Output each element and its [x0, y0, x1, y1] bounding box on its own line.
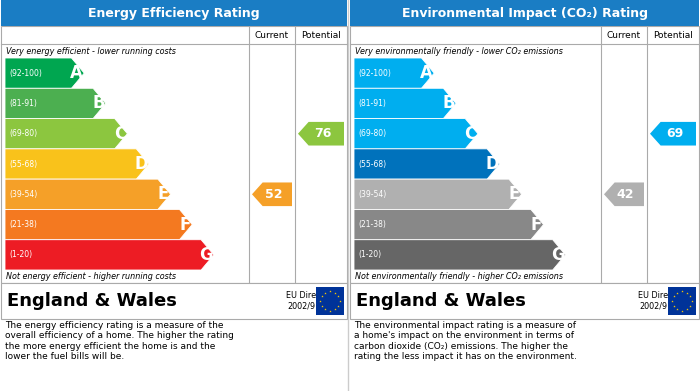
Polygon shape: [354, 118, 478, 149]
Text: (1-20): (1-20): [9, 250, 32, 259]
Text: EU Directive
2002/91/EC: EU Directive 2002/91/EC: [638, 291, 688, 311]
Text: (92-100): (92-100): [358, 69, 391, 78]
Text: (39-54): (39-54): [9, 190, 37, 199]
Text: Very energy efficient - lower running costs: Very energy efficient - lower running co…: [6, 47, 176, 56]
Text: 52: 52: [265, 188, 282, 201]
Text: Potential: Potential: [653, 30, 693, 39]
Text: Very environmentally friendly - lower CO₂ emissions: Very environmentally friendly - lower CO…: [355, 47, 563, 56]
Text: EU Directive
2002/91/EC: EU Directive 2002/91/EC: [286, 291, 336, 311]
Polygon shape: [650, 122, 696, 145]
Text: (55-68): (55-68): [9, 160, 37, 169]
Text: B: B: [92, 95, 105, 113]
Bar: [316, 287, 344, 315]
Text: Current: Current: [255, 30, 289, 39]
Polygon shape: [354, 58, 434, 88]
Polygon shape: [5, 240, 214, 270]
Polygon shape: [252, 183, 292, 206]
Text: Environmental Impact (CO₂) Rating: Environmental Impact (CO₂) Rating: [402, 7, 648, 20]
Polygon shape: [354, 88, 456, 118]
Text: A: A: [71, 64, 83, 82]
Text: (21-38): (21-38): [358, 220, 386, 229]
Polygon shape: [354, 240, 566, 270]
Text: D: D: [135, 155, 148, 173]
Polygon shape: [5, 210, 193, 240]
Bar: [668, 287, 696, 315]
Polygon shape: [354, 210, 543, 240]
Text: G: G: [551, 246, 565, 264]
Text: E: E: [509, 185, 520, 203]
Text: (55-68): (55-68): [358, 160, 386, 169]
Text: Not energy efficient - higher running costs: Not energy efficient - higher running co…: [6, 272, 176, 281]
Text: The environmental impact rating is a measure of
a home's impact on the environme: The environmental impact rating is a mea…: [354, 321, 577, 361]
Text: 76: 76: [314, 127, 331, 140]
Text: Not environmentally friendly - higher CO₂ emissions: Not environmentally friendly - higher CO…: [355, 272, 563, 281]
Text: Potential: Potential: [301, 30, 341, 39]
Bar: [350, 283, 699, 319]
Bar: [1, 0, 347, 26]
Text: (39-54): (39-54): [358, 190, 386, 199]
Bar: [350, 26, 699, 283]
Text: Energy Efficiency Rating: Energy Efficiency Rating: [88, 7, 260, 20]
Text: England & Wales: England & Wales: [356, 292, 526, 310]
Text: C: C: [114, 125, 126, 143]
Text: (69-80): (69-80): [9, 129, 37, 138]
Text: E: E: [158, 185, 169, 203]
Text: England & Wales: England & Wales: [7, 292, 177, 310]
Polygon shape: [354, 179, 522, 210]
Text: (69-80): (69-80): [358, 129, 386, 138]
Polygon shape: [354, 149, 500, 179]
Text: Current: Current: [607, 30, 641, 39]
Bar: [1, 283, 347, 319]
Polygon shape: [5, 88, 106, 118]
Text: F: F: [531, 215, 542, 233]
Text: (81-91): (81-91): [9, 99, 37, 108]
Text: (81-91): (81-91): [358, 99, 386, 108]
Text: 69: 69: [666, 127, 683, 140]
Bar: [350, 0, 699, 26]
Polygon shape: [5, 179, 171, 210]
Text: (92-100): (92-100): [9, 69, 42, 78]
Text: F: F: [179, 215, 190, 233]
Polygon shape: [298, 122, 344, 145]
Polygon shape: [5, 58, 84, 88]
Text: D: D: [486, 155, 499, 173]
Text: C: C: [464, 125, 477, 143]
Text: The energy efficiency rating is a measure of the
overall efficiency of a home. T: The energy efficiency rating is a measur…: [5, 321, 234, 361]
Text: (21-38): (21-38): [9, 220, 37, 229]
Text: A: A: [421, 64, 433, 82]
Polygon shape: [5, 118, 127, 149]
Text: 42: 42: [617, 188, 634, 201]
Text: (1-20): (1-20): [358, 250, 381, 259]
Polygon shape: [5, 149, 149, 179]
Polygon shape: [604, 183, 644, 206]
Text: G: G: [199, 246, 213, 264]
Bar: [1, 26, 347, 283]
Text: B: B: [442, 95, 455, 113]
